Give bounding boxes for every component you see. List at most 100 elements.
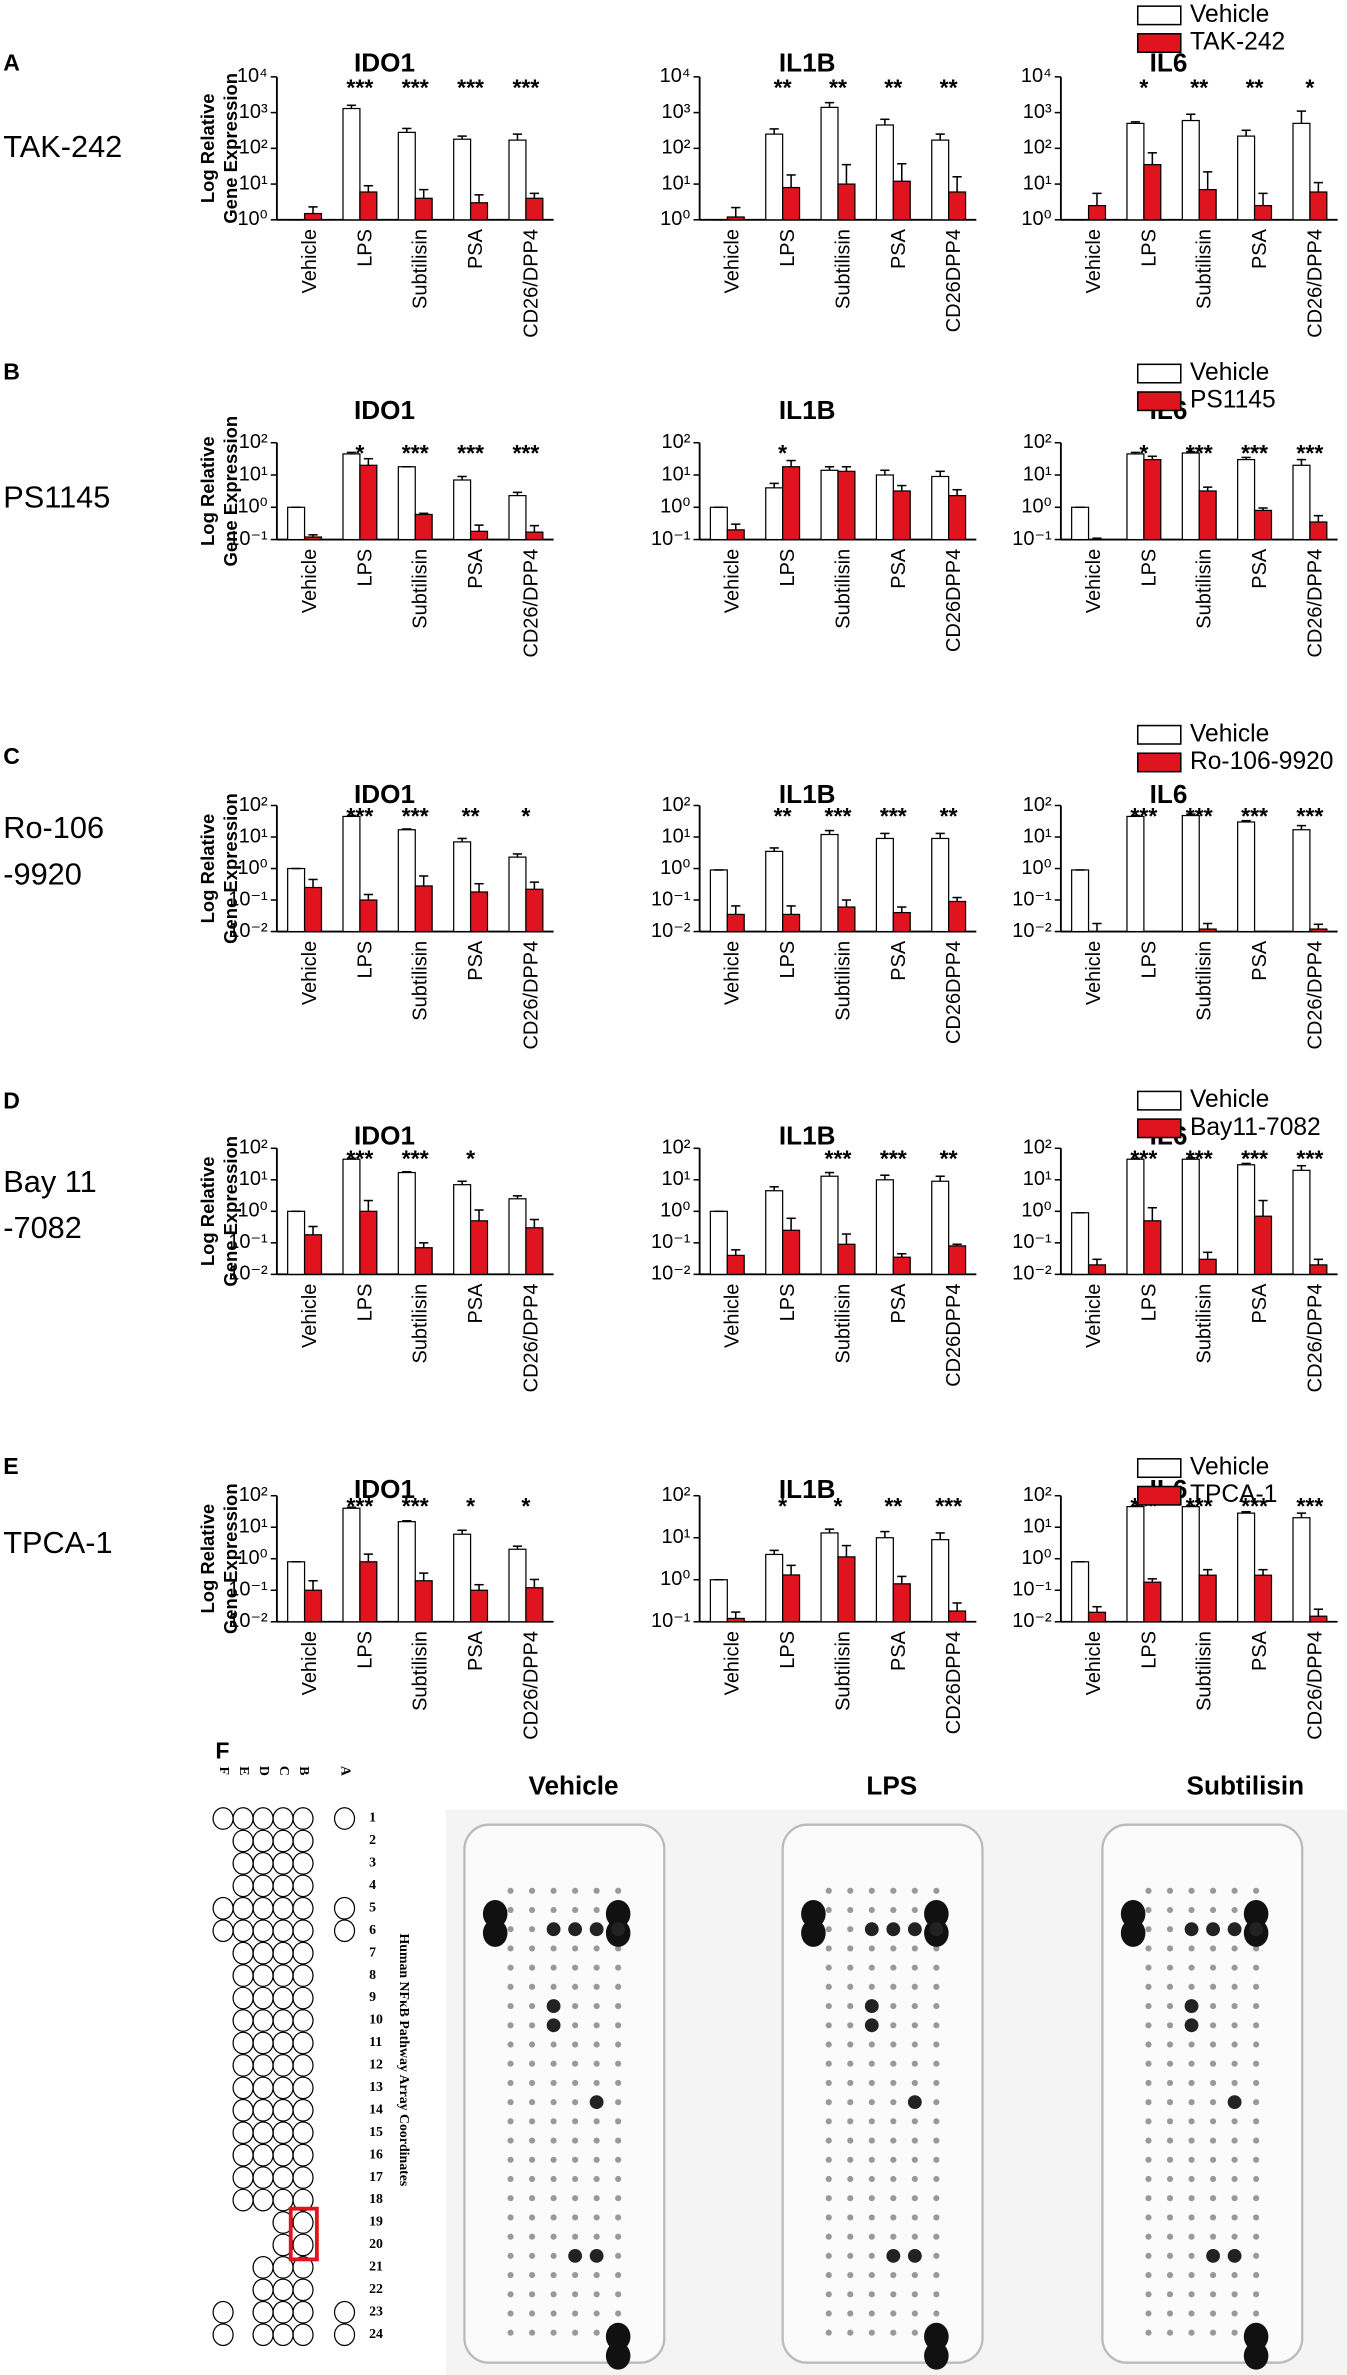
blot-spot (890, 2214, 897, 2221)
blot-spot (1231, 2272, 1238, 2279)
blot-spot (572, 1964, 579, 1971)
blot-spot (890, 2329, 897, 2336)
y-tick-label: 10¹ (1023, 825, 1052, 847)
row-number: 10 (369, 2012, 383, 2027)
blot-spot (868, 2041, 875, 2048)
blot-spot (825, 2118, 832, 2125)
array-spot-outline (292, 1896, 314, 1920)
blot-spot (911, 2156, 918, 2163)
blot-spot (911, 1906, 918, 1914)
bar (709, 1579, 728, 1623)
blot-spot (1188, 2118, 1195, 2125)
bar (303, 536, 323, 541)
blot-spot-medium (864, 1999, 879, 2013)
bar (892, 180, 911, 221)
blot-spot (933, 2272, 940, 2279)
blot-spot (1188, 2137, 1195, 2144)
x-tick-label: Subtilisin (832, 941, 854, 1021)
blot-spot (1145, 2329, 1152, 2336)
blot-spot (933, 1964, 940, 1971)
blot-spot (933, 2233, 940, 2240)
blot-spot (1166, 2291, 1174, 2298)
blot-spot (1231, 1983, 1238, 1990)
array-spot-outline (292, 2233, 314, 2257)
blot-spot (825, 1964, 832, 1971)
significance: *** (1296, 803, 1323, 829)
significance: * (521, 1493, 530, 1519)
array-spot-outline (292, 2031, 314, 2055)
array-spot-outline (212, 1896, 234, 1920)
blot-spot-dark (801, 1919, 826, 1947)
blot-spot (911, 1964, 918, 1971)
blot-spot (1145, 2310, 1152, 2317)
blot-spot (890, 2099, 897, 2106)
bar (782, 913, 801, 933)
bar (948, 1610, 967, 1623)
blot-spot (1145, 1964, 1152, 1971)
bar (1126, 122, 1145, 221)
panel-letter: C (3, 743, 20, 769)
y-axis-label: Log Relative (197, 436, 218, 546)
blot-spot (847, 2022, 854, 2029)
chart-title: IDO1 (354, 395, 415, 425)
blot-spot (825, 2233, 832, 2240)
y-tick-label: 10² (239, 137, 268, 159)
bar (1309, 1615, 1328, 1623)
blot-spot (868, 2118, 875, 2125)
array-spot-outline (272, 1964, 294, 1988)
blot-spot (847, 2137, 854, 2144)
blot-spot-dark (924, 2322, 949, 2351)
blot-spot (847, 2195, 854, 2202)
blot-spot (847, 2002, 854, 2010)
blot-spot-dark (1243, 2341, 1269, 2370)
bar (765, 850, 784, 933)
blot-spot (1231, 2329, 1238, 2336)
blot-spot (593, 2175, 600, 2183)
chart-title: IDO1 (354, 779, 415, 809)
significance: ** (774, 803, 792, 829)
blot-spot (1231, 2041, 1238, 2048)
blot-spot (572, 2041, 579, 2048)
array-spot-outline (333, 1919, 356, 1943)
x-tick-label: CD26DPP4 (943, 1284, 965, 1387)
x-tick-label: LPS (1138, 941, 1160, 979)
blot-spot-dark (1120, 1900, 1146, 1928)
blot-spot (933, 2156, 940, 2163)
bar (948, 191, 967, 221)
blot-spot (890, 2022, 897, 2029)
blot-spot (507, 2233, 514, 2240)
blot-spot (1231, 2137, 1238, 2144)
bar (1292, 1169, 1311, 1275)
bar (287, 506, 306, 541)
array-spot-outline (232, 1941, 254, 1965)
blot-spot (529, 2195, 536, 2202)
bar (892, 490, 911, 541)
array-spot-outline (292, 2166, 314, 2189)
bar (837, 470, 856, 541)
blot-spot (1209, 1887, 1217, 1894)
blot-spot (825, 2041, 832, 2048)
blot-spot (911, 2233, 918, 2240)
column-label: C (277, 1766, 292, 1776)
blot-spot-medium (907, 2095, 922, 2110)
y-tick-label: 10⁻² (651, 1263, 691, 1285)
row-number: 6 (369, 1922, 376, 1937)
row-number: 7 (369, 1944, 376, 1959)
blot-spot (615, 2002, 622, 2010)
bar (1087, 204, 1107, 221)
blot-spot (868, 2214, 875, 2221)
blot-title: LPS (866, 1771, 917, 1801)
blot-spot (593, 2233, 600, 2240)
legend-swatch (1136, 33, 1182, 54)
row-label: TAK-242 (3, 129, 122, 164)
bar (1253, 204, 1273, 221)
blot-spot (1188, 2060, 1195, 2067)
blot-spot (572, 1983, 579, 1990)
array-spot-outline (232, 1807, 254, 1830)
array-spot-outline (232, 1896, 254, 1920)
blot-spot (507, 2118, 514, 2125)
chart-title: IL1B (779, 47, 836, 77)
blot-spot (933, 2118, 940, 2125)
blot-spot (1209, 1945, 1217, 1952)
y-axis-label: Gene Expression (220, 416, 241, 567)
